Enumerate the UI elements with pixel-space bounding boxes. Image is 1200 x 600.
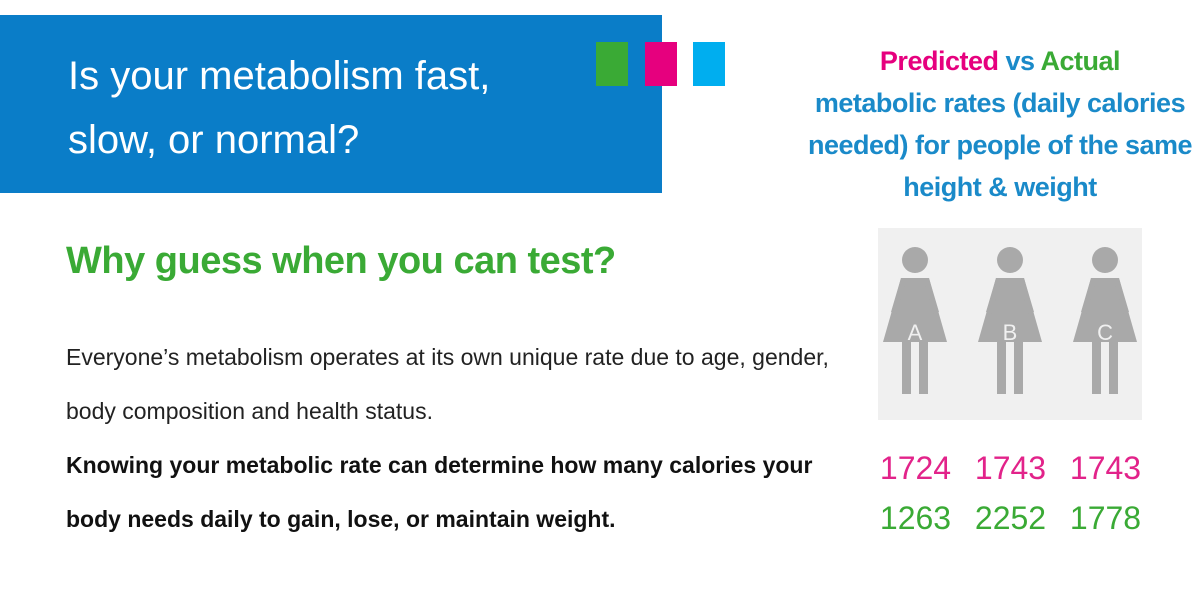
predicted-value: 1743 [1069, 450, 1142, 486]
magenta-square [645, 42, 677, 86]
person-figure: B [978, 247, 1042, 394]
paragraph: Everyone’s metabolism operates at its ow… [66, 344, 829, 424]
predicted-label: Predicted [879, 46, 999, 76]
actual-value: 2252 [974, 500, 1047, 536]
green-square [596, 42, 628, 86]
legend: Predicted vs Actual metabolic rates (dai… [800, 40, 1200, 208]
predicted-value: 1724 [879, 450, 952, 486]
banner [0, 15, 662, 193]
cyan-square [693, 42, 725, 86]
person-figure: C [1073, 247, 1137, 394]
body: Everyone’s metabolism operates at its ow… [66, 330, 866, 546]
actual-value: 1778 [1069, 500, 1142, 536]
subheading: Why guess when you can test? [66, 240, 616, 282]
emphasis: Knowing your metabolic rate can determin… [66, 452, 813, 532]
title: Is your metabolism fast, slow, or normal… [68, 54, 491, 162]
person-label: A [908, 320, 923, 345]
legend-caption: metabolic rates (daily calories needed) … [807, 88, 1193, 202]
actual-label: Actual [1040, 46, 1121, 76]
person-figure: A [883, 247, 947, 394]
actual-value: 1263 [879, 500, 952, 536]
person-label: C [1097, 320, 1113, 345]
vs-label: vs [1005, 46, 1035, 76]
person-label: B [1003, 320, 1018, 345]
predicted-value: 1743 [974, 450, 1047, 486]
